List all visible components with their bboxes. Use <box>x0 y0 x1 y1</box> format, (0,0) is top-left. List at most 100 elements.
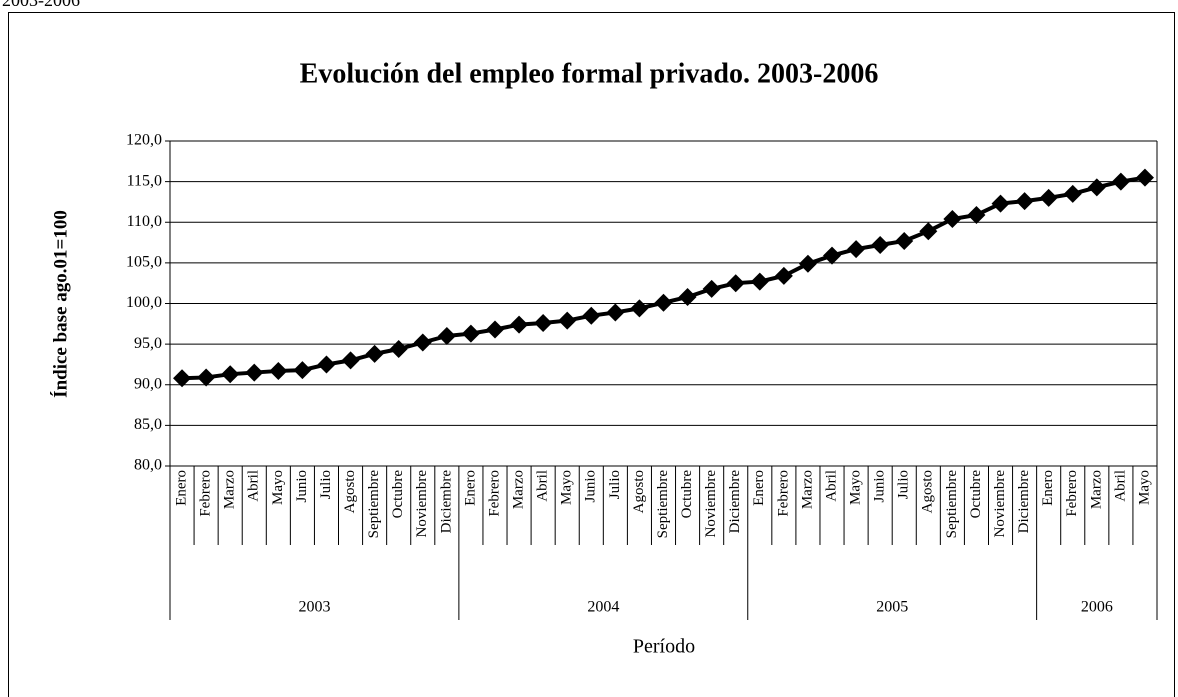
y-axis-title: Índice base ago.01=100 <box>49 210 71 398</box>
marker <box>461 324 480 343</box>
x-tick-label: Mayo <box>848 470 864 505</box>
x-tick-label: Septiembre <box>366 470 382 539</box>
marker <box>437 327 456 345</box>
x-tick-label: Mayo <box>1136 470 1152 505</box>
group-label: 2006 <box>1081 599 1113 616</box>
marker <box>1135 168 1154 187</box>
marker <box>943 210 962 228</box>
marker <box>413 333 432 352</box>
x-tick-label: Mayo <box>270 470 286 505</box>
x-tick-label: Julio <box>318 470 334 499</box>
marker <box>991 194 1010 213</box>
marker <box>702 279 721 298</box>
x-tick-label: Agosto <box>631 470 647 513</box>
x-tick-label: Enero <box>1040 470 1056 506</box>
marker <box>895 231 914 250</box>
marker <box>678 288 697 306</box>
x-tick-label: Enero <box>173 470 189 506</box>
chart-frame <box>8 12 1175 697</box>
marker <box>558 311 577 330</box>
x-tick-label: Enero <box>751 470 767 506</box>
x-axis-title: Período <box>633 636 695 658</box>
marker <box>774 266 793 285</box>
group-label: 2005 <box>876 599 908 616</box>
marker <box>654 293 673 312</box>
x-tick-label: Mayo <box>559 470 575 505</box>
x-tick-label: Agosto <box>920 470 936 513</box>
x-tick-label: Septiembre <box>655 470 671 539</box>
x-tick-label: Abril <box>823 470 839 502</box>
marker <box>1015 192 1034 211</box>
marker <box>365 344 384 363</box>
x-tick-label: Marzo <box>1088 470 1104 509</box>
x-tick-label: Marzo <box>510 470 526 509</box>
y-tick-label: 85,0 <box>134 416 162 433</box>
marker <box>317 355 336 374</box>
y-tick-label: 90,0 <box>134 375 162 392</box>
chart-title: Evolución del empleo formal privado. 200… <box>300 58 879 89</box>
header: 2003-2006 <box>2 0 80 10</box>
marker <box>1087 178 1106 197</box>
x-tick-label: Junio <box>294 470 310 503</box>
marker <box>606 303 625 322</box>
marker <box>293 361 312 380</box>
x-tick-label: Febrero <box>1064 470 1080 517</box>
x-tick-label: Diciembre <box>1016 470 1032 534</box>
y-tick-label: 105,0 <box>126 254 162 271</box>
marker <box>534 314 553 332</box>
marker <box>582 306 601 325</box>
x-tick-label: Noviembre <box>992 470 1008 538</box>
marker <box>798 254 817 273</box>
marker <box>823 246 842 265</box>
marker <box>485 320 504 339</box>
x-tick-label: Noviembre <box>414 470 430 538</box>
x-tick-label: Agosto <box>342 470 358 513</box>
marker <box>630 299 649 318</box>
x-tick-label: Enero <box>462 470 478 506</box>
y-tick-label: 100,0 <box>126 294 162 311</box>
x-tick-label: Octubre <box>679 470 695 519</box>
y-tick-label: 115,0 <box>127 172 162 189</box>
x-tick-label: Abril <box>246 470 262 502</box>
marker <box>221 365 240 384</box>
marker <box>1111 172 1130 191</box>
marker <box>245 363 264 382</box>
y-tick-label: 120,0 <box>126 132 162 149</box>
y-tick-label: 80,0 <box>134 457 162 474</box>
marker <box>847 240 866 259</box>
x-tick-label: Diciembre <box>727 470 743 534</box>
marker <box>750 272 769 291</box>
y-tick-label: 110,0 <box>127 213 162 230</box>
x-tick-label: Octubre <box>390 470 406 519</box>
x-tick-label: Marzo <box>799 470 815 509</box>
x-tick-label: Febrero <box>486 470 502 517</box>
marker <box>197 368 216 387</box>
x-tick-label: Diciembre <box>438 470 454 534</box>
x-tick-label: Febrero <box>775 470 791 517</box>
x-tick-label: Julio <box>896 470 912 499</box>
marker <box>269 361 288 380</box>
x-tick-label: Septiembre <box>944 470 960 539</box>
marker <box>510 315 529 334</box>
marker <box>173 369 192 388</box>
x-tick-label: Marzo <box>222 470 238 509</box>
marker <box>1039 188 1058 207</box>
marker <box>726 274 745 293</box>
marker <box>389 340 408 358</box>
x-tick-label: Junio <box>583 470 599 503</box>
marker <box>919 222 938 241</box>
x-tick-label: Junio <box>872 470 888 503</box>
x-tick-label: Julio <box>607 470 623 499</box>
marker <box>1063 184 1082 203</box>
group-label: 2004 <box>587 599 619 616</box>
x-tick-label: Abril <box>535 470 551 502</box>
x-tick-label: Abril <box>1112 470 1128 502</box>
x-tick-label: Noviembre <box>703 470 719 538</box>
marker <box>871 236 890 254</box>
marker <box>341 351 360 370</box>
y-tick-label: 95,0 <box>134 335 162 352</box>
x-tick-label: Octubre <box>968 470 984 519</box>
group-label: 2003 <box>298 599 330 616</box>
marker <box>967 205 986 224</box>
